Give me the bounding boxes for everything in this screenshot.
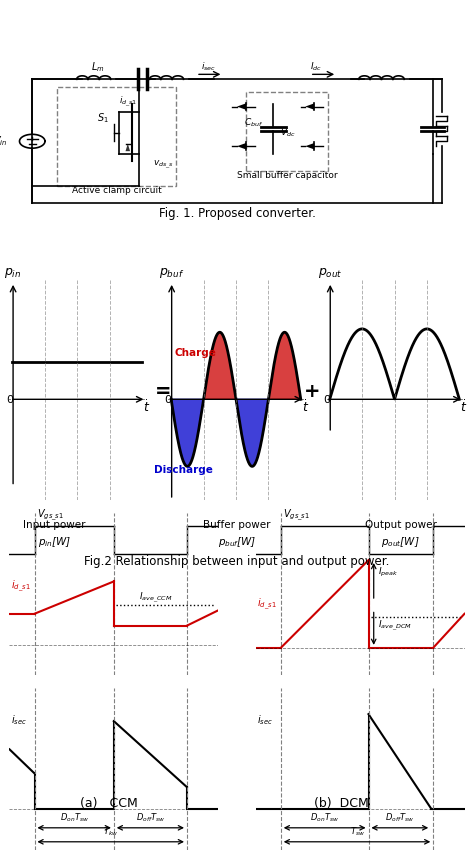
Text: $I_{ave\_CCM}$: $I_{ave\_CCM}$ — [139, 590, 172, 605]
Text: Buffer power: Buffer power — [203, 519, 271, 530]
Text: (b)  DCM: (b) DCM — [314, 798, 369, 810]
Text: $C_{buf}$: $C_{buf}$ — [244, 116, 263, 128]
Text: Output power: Output power — [365, 519, 437, 530]
Text: $L_m$: $L_m$ — [91, 61, 105, 75]
Text: $0$: $0$ — [323, 394, 331, 405]
Text: +: + — [304, 382, 320, 401]
Text: $V_{gs\_s1}$: $V_{gs\_s1}$ — [283, 508, 310, 523]
Text: $T_{sw}$: $T_{sw}$ — [349, 825, 365, 838]
Text: Fig.2 Relationship between input and output power.: Fig.2 Relationship between input and out… — [84, 556, 390, 568]
Polygon shape — [237, 143, 246, 149]
Text: $D_{off}T_{sw}$: $D_{off}T_{sw}$ — [136, 812, 165, 825]
Text: $V_{dc}$: $V_{dc}$ — [280, 126, 296, 139]
Text: $I_{peak}$: $I_{peak}$ — [378, 566, 398, 579]
Text: $p_{buf}$[W]: $p_{buf}$[W] — [218, 535, 256, 549]
Text: Active clamp circuit: Active clamp circuit — [72, 186, 161, 195]
Text: $i_{d\_s1}$: $i_{d\_s1}$ — [257, 597, 276, 612]
Text: Discharge: Discharge — [154, 465, 213, 475]
Text: $p_{out}$: $p_{out}$ — [318, 266, 343, 280]
Polygon shape — [305, 143, 314, 149]
Text: (a)   CCM: (a) CCM — [80, 798, 138, 810]
Text: $i_{sec}$: $i_{sec}$ — [257, 713, 273, 727]
Text: $p_{in}$[W]: $p_{in}$[W] — [38, 535, 71, 549]
Text: $i_{sec}$: $i_{sec}$ — [10, 713, 27, 727]
Text: $D_{on}T_{sw}$: $D_{on}T_{sw}$ — [310, 812, 339, 825]
Text: $i_{d\_s1}$: $i_{d\_s1}$ — [118, 95, 137, 109]
Text: $0$: $0$ — [164, 394, 173, 405]
Text: Input power: Input power — [23, 519, 86, 530]
Text: $t$: $t$ — [143, 401, 151, 414]
Text: $t$: $t$ — [302, 401, 309, 414]
Text: $D_{off}T_{sw}$: $D_{off}T_{sw}$ — [385, 812, 414, 825]
Text: =: = — [155, 382, 172, 401]
Text: Fig. 1. Proposed converter.: Fig. 1. Proposed converter. — [159, 206, 315, 219]
Text: $0$: $0$ — [6, 394, 14, 405]
Text: $T_{kw}$: $T_{kw}$ — [103, 825, 118, 838]
Text: $I_{dc}$: $I_{dc}$ — [310, 61, 322, 73]
Bar — [246, 92, 328, 171]
Text: $i_{sec}$: $i_{sec}$ — [201, 61, 216, 73]
Text: Small buffer capacitor: Small buffer capacitor — [237, 172, 337, 180]
Text: Charge: Charge — [174, 348, 216, 358]
Text: $V_{gs\_s1}$: $V_{gs\_s1}$ — [36, 508, 64, 523]
Text: $p_{out}$[W]: $p_{out}$[W] — [381, 535, 420, 549]
Text: $p_{buf}$: $p_{buf}$ — [159, 266, 184, 280]
Text: $t$: $t$ — [460, 401, 468, 414]
Text: $i_{d\_s1}$: $i_{d\_s1}$ — [10, 578, 30, 594]
Polygon shape — [305, 103, 314, 110]
Polygon shape — [126, 144, 130, 151]
Text: $S_1$: $S_1$ — [97, 112, 109, 125]
Text: $I_{ave\_DCM}$: $I_{ave\_DCM}$ — [378, 619, 412, 634]
Polygon shape — [237, 103, 246, 110]
Text: $D_{on}T_{sw}$: $D_{on}T_{sw}$ — [60, 812, 89, 825]
Text: $V_{in}$: $V_{in}$ — [0, 134, 7, 148]
Text: $v_{ds\_s}$: $v_{ds\_s}$ — [153, 159, 174, 171]
Bar — [57, 87, 175, 186]
Text: $p_{in}$: $p_{in}$ — [4, 266, 22, 280]
